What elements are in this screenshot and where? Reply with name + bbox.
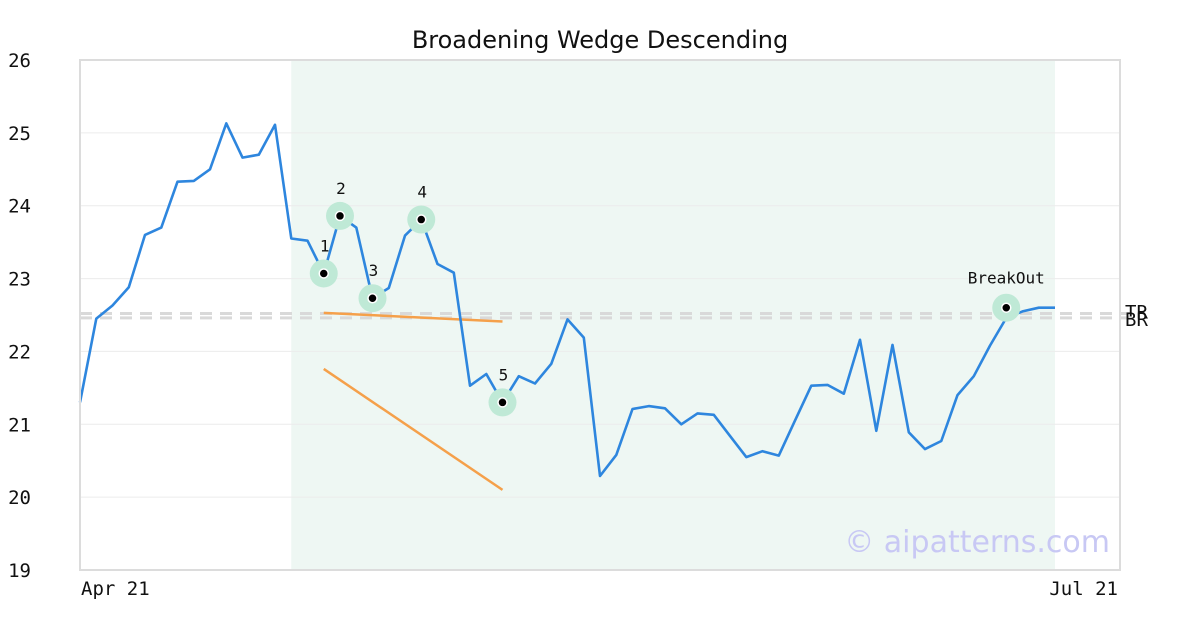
trendline — [323, 367, 504, 491]
watermark: © aipatterns.com — [844, 525, 1110, 560]
pattern-point-label: 5 — [499, 365, 509, 384]
plot-frame — [79, 59, 1121, 571]
pattern-point-label: 4 — [417, 183, 427, 202]
price-line — [78, 122, 1055, 478]
pattern-point-label: 1 — [320, 236, 330, 255]
pattern-point-dot — [416, 214, 427, 225]
y-tick-label: 23 — [8, 269, 31, 291]
y-tick-label: 24 — [8, 196, 31, 218]
pattern-point-dot — [318, 268, 329, 279]
breakout-dot — [1001, 302, 1012, 313]
trendline — [323, 311, 503, 323]
level-label-br: BR — [1125, 309, 1148, 331]
pattern-point-dot — [497, 397, 508, 408]
y-tick-label: 22 — [8, 341, 31, 363]
pattern-point-dot — [334, 210, 346, 222]
pattern-point-dot — [367, 292, 378, 304]
y-tick-label: 25 — [8, 123, 31, 145]
y-tick-label: 19 — [8, 560, 31, 582]
chart-title: Broadening Wedge Descending — [412, 26, 788, 54]
y-tick-label: 26 — [8, 50, 31, 72]
pattern-point-label: 3 — [369, 261, 379, 280]
y-tick-label: 21 — [8, 414, 31, 436]
pattern-point-label: 2 — [336, 179, 346, 198]
x-tick-label: Apr 21 — [81, 578, 150, 600]
breakout-label: BreakOut — [968, 269, 1045, 288]
y-tick-label: 20 — [8, 487, 31, 509]
x-tick-label: Jul 21 — [1049, 578, 1118, 600]
